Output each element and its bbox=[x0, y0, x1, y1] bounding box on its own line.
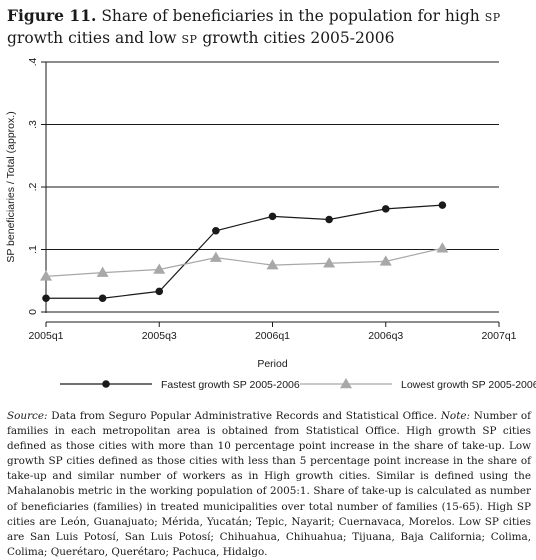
data-point bbox=[40, 270, 52, 281]
x-tick-label: 2005q3 bbox=[142, 330, 177, 342]
series-lowest-growth bbox=[40, 242, 449, 281]
y-tick-label: .1 bbox=[27, 245, 39, 254]
legend-marker bbox=[102, 380, 110, 388]
series-fastest-growth bbox=[42, 201, 447, 303]
x-tick-label: 2006q1 bbox=[255, 330, 290, 342]
y-tick-label: 0 bbox=[27, 309, 39, 315]
title-text-1: Share of beneficiaries in the population… bbox=[96, 7, 485, 25]
legend-label: Fastest growth SP 2005-2006 bbox=[161, 379, 300, 391]
figure-title: Figure 11. Share of beneficiaries in the… bbox=[7, 6, 529, 50]
x-tick-label: 2007q1 bbox=[481, 330, 516, 342]
title-text-3: growth cities 2005-2006 bbox=[197, 29, 395, 47]
data-point bbox=[438, 201, 447, 209]
x-tick-label: 2005q1 bbox=[28, 330, 63, 342]
data-point bbox=[153, 263, 166, 274]
series-line bbox=[45, 247, 443, 277]
data-point bbox=[212, 226, 220, 235]
x-axis-label: Period bbox=[257, 358, 288, 370]
legend-marker bbox=[340, 378, 352, 389]
x-tick-label: 2006q3 bbox=[368, 330, 403, 342]
data-point bbox=[42, 294, 50, 303]
data-point bbox=[268, 212, 277, 221]
legend: Fastest growth SP 2005-2006 Lowest growth… bbox=[60, 378, 536, 391]
data-point bbox=[325, 215, 333, 224]
data-point bbox=[323, 257, 336, 268]
note-text: Number of families in each metropolitan … bbox=[7, 410, 531, 558]
data-point bbox=[436, 242, 449, 253]
figure-notes: Source: Data from Seguro Popular Adminis… bbox=[7, 409, 531, 560]
data-point bbox=[379, 255, 392, 266]
note-label: Note: bbox=[440, 410, 471, 422]
data-point bbox=[96, 266, 109, 277]
data-point bbox=[155, 287, 164, 296]
y-tick-label: .4 bbox=[27, 57, 39, 66]
legend-item: Lowest growth SP 2005-2006 bbox=[300, 378, 536, 391]
figure-label: Figure 11. bbox=[7, 6, 97, 25]
gridlines bbox=[46, 61, 499, 313]
y-tick-label: .2 bbox=[27, 182, 39, 191]
y-tick-label: .3 bbox=[27, 120, 39, 129]
legend-item: Fastest growth SP 2005-2006 bbox=[60, 379, 300, 391]
data-point bbox=[381, 205, 390, 213]
title-text-2: growth cities and low bbox=[7, 29, 182, 47]
series-group bbox=[40, 201, 449, 303]
legend-label: Lowest growth SP 2005-2006 bbox=[401, 379, 536, 391]
source-text: Data from Seguro Popular Administrative … bbox=[47, 410, 441, 422]
y-axis-label: SP beneficiaries / Total (approx.) bbox=[5, 111, 17, 262]
source-label: Source: bbox=[7, 410, 48, 422]
data-point bbox=[266, 259, 279, 270]
title-sp-1: SP bbox=[484, 11, 501, 24]
data-point bbox=[98, 294, 107, 303]
data-point bbox=[209, 251, 222, 262]
series-line bbox=[46, 204, 443, 299]
title-sp-2: SP bbox=[181, 33, 198, 46]
